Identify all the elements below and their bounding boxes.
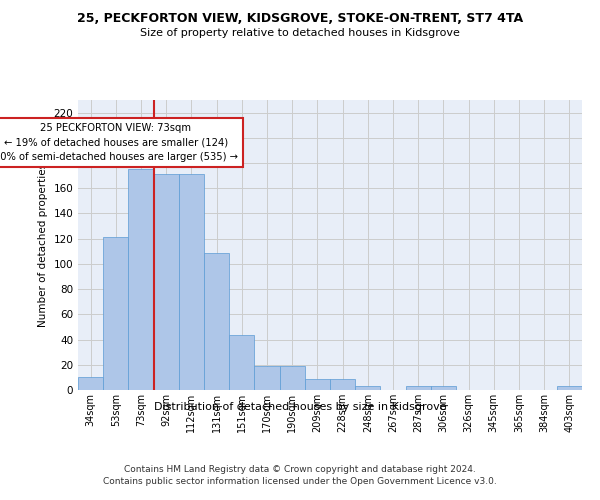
- Bar: [204, 252, 229, 390]
- Bar: [128, 170, 154, 390]
- Text: Contains public sector information licensed under the Open Government Licence v3: Contains public sector information licen…: [103, 478, 497, 486]
- Y-axis label: Number of detached properties: Number of detached properties: [38, 163, 48, 327]
- Bar: [179, 174, 204, 390]
- Bar: [229, 334, 254, 390]
- Text: 25, PECKFORTON VIEW, KIDSGROVE, STOKE-ON-TRENT, ST7 4TA: 25, PECKFORTON VIEW, KIDSGROVE, STOKE-ON…: [77, 12, 523, 26]
- Text: 25 PECKFORTON VIEW: 73sqm
← 19% of detached houses are smaller (124)
80% of semi: 25 PECKFORTON VIEW: 73sqm ← 19% of detac…: [0, 122, 238, 162]
- Text: Distribution of detached houses by size in Kidsgrove: Distribution of detached houses by size …: [154, 402, 446, 412]
- Bar: [280, 366, 305, 390]
- Bar: [330, 378, 355, 390]
- Text: Contains HM Land Registry data © Crown copyright and database right 2024.: Contains HM Land Registry data © Crown c…: [124, 465, 476, 474]
- Bar: [103, 238, 128, 390]
- Bar: [431, 386, 456, 390]
- Bar: [557, 386, 582, 390]
- Bar: [254, 366, 280, 390]
- Bar: [406, 386, 431, 390]
- Bar: [154, 174, 179, 390]
- Bar: [305, 378, 330, 390]
- Text: Size of property relative to detached houses in Kidsgrove: Size of property relative to detached ho…: [140, 28, 460, 38]
- Bar: [78, 378, 103, 390]
- Bar: [355, 386, 380, 390]
